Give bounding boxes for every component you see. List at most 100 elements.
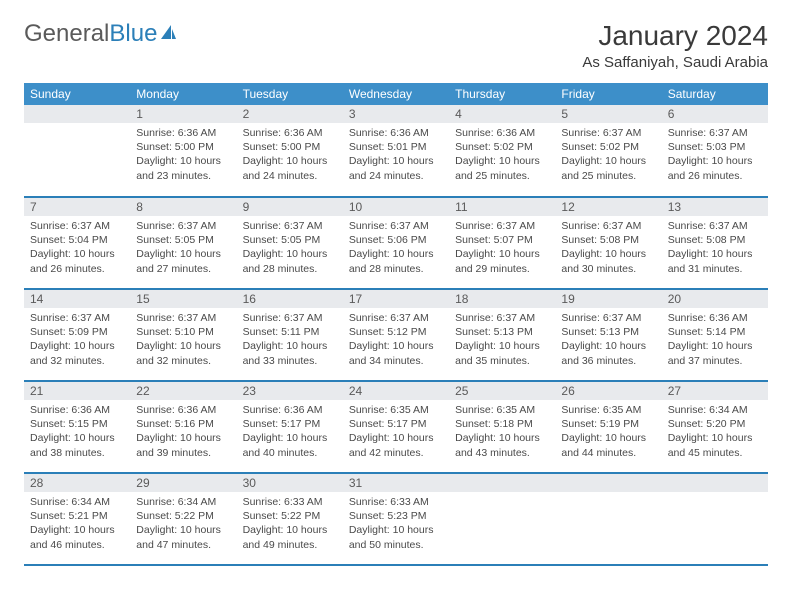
day-body: Sunrise: 6:37 AMSunset: 5:02 PMDaylight:… [555, 123, 661, 187]
daylight-text: Daylight: 10 hours and 44 minutes. [561, 431, 655, 459]
sunset-text: Sunset: 5:21 PM [30, 509, 124, 523]
sunset-text: Sunset: 5:07 PM [455, 233, 549, 247]
sunset-text: Sunset: 5:19 PM [561, 417, 655, 431]
sunset-text: Sunset: 5:09 PM [30, 325, 124, 339]
daylight-text: Daylight: 10 hours and 24 minutes. [349, 154, 443, 182]
daylight-text: Daylight: 10 hours and 30 minutes. [561, 247, 655, 275]
calendar-cell: 10Sunrise: 6:37 AMSunset: 5:06 PMDayligh… [343, 197, 449, 289]
calendar-cell: 12Sunrise: 6:37 AMSunset: 5:08 PMDayligh… [555, 197, 661, 289]
sunrise-text: Sunrise: 6:35 AM [349, 403, 443, 417]
sunrise-text: Sunrise: 6:33 AM [243, 495, 337, 509]
day-number: 18 [449, 290, 555, 308]
calendar-cell: 27Sunrise: 6:34 AMSunset: 5:20 PMDayligh… [662, 381, 768, 473]
calendar-row: 1Sunrise: 6:36 AMSunset: 5:00 PMDaylight… [24, 105, 768, 197]
sunset-text: Sunset: 5:22 PM [243, 509, 337, 523]
day-body: Sunrise: 6:37 AMSunset: 5:06 PMDaylight:… [343, 216, 449, 280]
daylight-text: Daylight: 10 hours and 45 minutes. [668, 431, 762, 459]
daylight-text: Daylight: 10 hours and 38 minutes. [30, 431, 124, 459]
calendar-cell: 11Sunrise: 6:37 AMSunset: 5:07 PMDayligh… [449, 197, 555, 289]
calendar-cell: 3Sunrise: 6:36 AMSunset: 5:01 PMDaylight… [343, 105, 449, 197]
daylight-text: Daylight: 10 hours and 26 minutes. [668, 154, 762, 182]
sunset-text: Sunset: 5:12 PM [349, 325, 443, 339]
weekday-header: Sunday [24, 83, 130, 105]
sunset-text: Sunset: 5:02 PM [561, 140, 655, 154]
daylight-text: Daylight: 10 hours and 37 minutes. [668, 339, 762, 367]
sunrise-text: Sunrise: 6:36 AM [30, 403, 124, 417]
daylight-text: Daylight: 10 hours and 32 minutes. [30, 339, 124, 367]
day-body: Sunrise: 6:36 AMSunset: 5:14 PMDaylight:… [662, 308, 768, 372]
day-number: 22 [130, 382, 236, 400]
calendar-cell: 18Sunrise: 6:37 AMSunset: 5:13 PMDayligh… [449, 289, 555, 381]
calendar-cell [555, 473, 661, 565]
sunset-text: Sunset: 5:05 PM [243, 233, 337, 247]
sunset-text: Sunset: 5:23 PM [349, 509, 443, 523]
sunrise-text: Sunrise: 6:37 AM [349, 219, 443, 233]
sunrise-text: Sunrise: 6:37 AM [243, 219, 337, 233]
sunset-text: Sunset: 5:16 PM [136, 417, 230, 431]
day-body: Sunrise: 6:35 AMSunset: 5:17 PMDaylight:… [343, 400, 449, 464]
day-number: 26 [555, 382, 661, 400]
sunset-text: Sunset: 5:01 PM [349, 140, 443, 154]
calendar-cell: 4Sunrise: 6:36 AMSunset: 5:02 PMDaylight… [449, 105, 555, 197]
day-body: Sunrise: 6:36 AMSunset: 5:00 PMDaylight:… [237, 123, 343, 187]
sunset-text: Sunset: 5:06 PM [349, 233, 443, 247]
day-number: 10 [343, 198, 449, 216]
weekday-header: Saturday [662, 83, 768, 105]
day-number: 16 [237, 290, 343, 308]
calendar-row: 14Sunrise: 6:37 AMSunset: 5:09 PMDayligh… [24, 289, 768, 381]
sunrise-text: Sunrise: 6:36 AM [668, 311, 762, 325]
daylight-text: Daylight: 10 hours and 28 minutes. [243, 247, 337, 275]
daylight-text: Daylight: 10 hours and 39 minutes. [136, 431, 230, 459]
sunrise-text: Sunrise: 6:35 AM [455, 403, 549, 417]
sunset-text: Sunset: 5:00 PM [136, 140, 230, 154]
calendar-cell: 31Sunrise: 6:33 AMSunset: 5:23 PMDayligh… [343, 473, 449, 565]
daylight-text: Daylight: 10 hours and 50 minutes. [349, 523, 443, 551]
calendar-cell: 28Sunrise: 6:34 AMSunset: 5:21 PMDayligh… [24, 473, 130, 565]
sunset-text: Sunset: 5:08 PM [561, 233, 655, 247]
day-number: 25 [449, 382, 555, 400]
day-number: 13 [662, 198, 768, 216]
logo-text-blue: Blue [109, 20, 157, 48]
day-body: Sunrise: 6:36 AMSunset: 5:01 PMDaylight:… [343, 123, 449, 187]
daylight-text: Daylight: 10 hours and 25 minutes. [455, 154, 549, 182]
sunrise-text: Sunrise: 6:37 AM [243, 311, 337, 325]
sunset-text: Sunset: 5:14 PM [668, 325, 762, 339]
day-number: 11 [449, 198, 555, 216]
day-body: Sunrise: 6:35 AMSunset: 5:19 PMDaylight:… [555, 400, 661, 464]
daylight-text: Daylight: 10 hours and 36 minutes. [561, 339, 655, 367]
sunset-text: Sunset: 5:10 PM [136, 325, 230, 339]
calendar-cell: 5Sunrise: 6:37 AMSunset: 5:02 PMDaylight… [555, 105, 661, 197]
calendar-cell: 9Sunrise: 6:37 AMSunset: 5:05 PMDaylight… [237, 197, 343, 289]
sunrise-text: Sunrise: 6:37 AM [136, 219, 230, 233]
title-block: January 2024 As Saffaniyah, Saudi Arabia [582, 20, 768, 71]
day-number: 3 [343, 105, 449, 123]
day-number: 5 [555, 105, 661, 123]
daylight-text: Daylight: 10 hours and 28 minutes. [349, 247, 443, 275]
sunrise-text: Sunrise: 6:37 AM [668, 219, 762, 233]
calendar-row: 28Sunrise: 6:34 AMSunset: 5:21 PMDayligh… [24, 473, 768, 565]
sunrise-text: Sunrise: 6:34 AM [136, 495, 230, 509]
sunset-text: Sunset: 5:03 PM [668, 140, 762, 154]
day-number: 28 [24, 474, 130, 492]
sunset-text: Sunset: 5:04 PM [30, 233, 124, 247]
sunrise-text: Sunrise: 6:34 AM [30, 495, 124, 509]
day-body: Sunrise: 6:36 AMSunset: 5:02 PMDaylight:… [449, 123, 555, 187]
daylight-text: Daylight: 10 hours and 35 minutes. [455, 339, 549, 367]
sunrise-text: Sunrise: 6:37 AM [561, 126, 655, 140]
daylight-text: Daylight: 10 hours and 31 minutes. [668, 247, 762, 275]
calendar-cell: 24Sunrise: 6:35 AMSunset: 5:17 PMDayligh… [343, 381, 449, 473]
sunrise-text: Sunrise: 6:37 AM [561, 311, 655, 325]
day-body: Sunrise: 6:37 AMSunset: 5:13 PMDaylight:… [555, 308, 661, 372]
sunset-text: Sunset: 5:05 PM [136, 233, 230, 247]
day-body: Sunrise: 6:37 AMSunset: 5:12 PMDaylight:… [343, 308, 449, 372]
calendar-cell: 26Sunrise: 6:35 AMSunset: 5:19 PMDayligh… [555, 381, 661, 473]
day-body: Sunrise: 6:37 AMSunset: 5:03 PMDaylight:… [662, 123, 768, 187]
sunrise-text: Sunrise: 6:35 AM [561, 403, 655, 417]
calendar-cell [449, 473, 555, 565]
day-number: 14 [24, 290, 130, 308]
day-number: 15 [130, 290, 236, 308]
sunset-text: Sunset: 5:13 PM [455, 325, 549, 339]
sunrise-text: Sunrise: 6:37 AM [349, 311, 443, 325]
day-body: Sunrise: 6:37 AMSunset: 5:09 PMDaylight:… [24, 308, 130, 372]
weekday-header: Monday [130, 83, 236, 105]
